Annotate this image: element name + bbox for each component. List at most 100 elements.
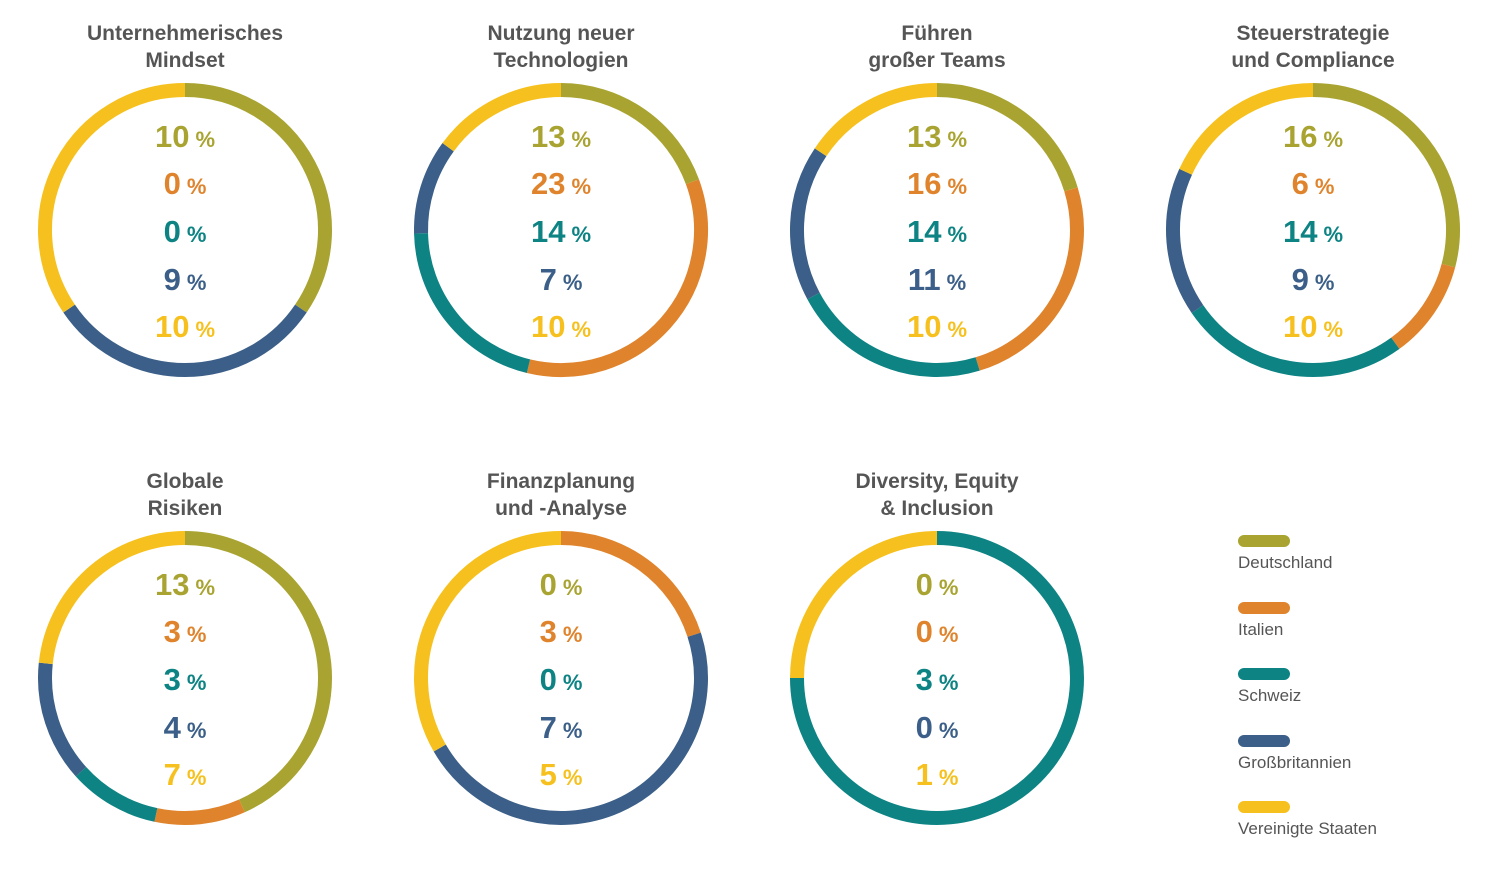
donut-chart: 13 %16 %14 %11 %10% [790, 83, 1084, 377]
data-label-unit: % [947, 127, 967, 152]
donut-chart: 0 %3 %0 %7 %5% [414, 531, 708, 825]
donut-panel-finanzplanung-und-analyse: Finanzplanung und -Analyse 0% 3% 0% 7% 5% [401, 448, 721, 858]
data-label-value: 1 [916, 757, 933, 792]
donut-segment-grossbritannien [63, 304, 307, 378]
donut-chart: 0 %0 %3 %0 %1% [790, 531, 1084, 825]
data-label-italien: 16% [907, 166, 967, 201]
donut-panel-nutzung-neuer-technologien: Nutzung neuer Technologien 13% 23% 14% 7% 10% [401, 0, 721, 410]
donut-segment-vereinigte-staaten [442, 83, 562, 152]
data-label-italien: 0% [916, 614, 959, 649]
data-label-value: 9 [1292, 262, 1309, 297]
chart-title: Führen großer Teams [777, 20, 1097, 74]
data-label-value: 3 [164, 662, 181, 697]
data-label-deutschland: 16% [1283, 119, 1343, 154]
data-label-unit: % [1323, 222, 1343, 247]
data-label-vereinigte-staaten: 10% [907, 309, 967, 344]
legend-swatch-italien [1238, 601, 1290, 614]
donut-segment-schweiz [790, 531, 1084, 825]
data-label-value: 0 [916, 710, 933, 745]
data-label-value: 16 [907, 166, 941, 201]
donut-segment-schweiz [414, 233, 531, 373]
chart-title: Globale Risiken [25, 468, 345, 522]
chart-title: Steuerstrategie und Compliance [1153, 20, 1473, 74]
data-label-vereinigte-staaten: 10% [155, 309, 215, 344]
chart-title-line: Mindset [145, 49, 225, 72]
data-label-value: 10 [155, 119, 189, 154]
donut-segment-grossbritannien [790, 148, 827, 300]
data-label-value: 0 [916, 567, 933, 602]
data-label-unit: % [187, 718, 207, 743]
data-label-unit: % [571, 174, 591, 199]
donut-panel-diversity-equity-inclusion: Diversity, Equity & Inclusion 0% 0% 3% 0% 1% [777, 448, 1097, 858]
data-label-unit: % [563, 575, 583, 600]
data-label-deutschland: 0% [540, 567, 583, 602]
data-label-value: 13 [907, 119, 941, 154]
data-label-deutschland: 13% [907, 119, 967, 154]
data-label-unit: % [947, 317, 967, 342]
data-label-value: 11 [908, 262, 941, 297]
data-label-unit: % [571, 317, 591, 342]
data-label-value: 14 [1283, 214, 1318, 249]
donut-segment-italien [975, 187, 1084, 371]
chart-title-line: Risiken [147, 497, 223, 520]
donut-segment-grossbritannien [433, 632, 708, 825]
donut-segment-schweiz [807, 292, 980, 377]
chart-title-line: Steuerstrategie [1236, 22, 1390, 45]
data-label-vereinigte-staaten: 7% [164, 757, 207, 792]
data-label-schweiz: 0% [540, 662, 583, 697]
data-label-unit: % [563, 670, 583, 695]
data-label-value: 6 [1292, 166, 1309, 201]
legend-item-deutschland: Deutschland [1238, 535, 1478, 602]
donut-segment-vereinigte-staaten [1179, 83, 1314, 175]
chart-title-line: und Compliance [1231, 49, 1395, 72]
donut-segment-deutschland [1312, 83, 1460, 268]
donut-segment-grossbritannien [1166, 168, 1204, 313]
legend-label: Deutschland [1238, 553, 1333, 572]
legend-swatch-grossbritannien [1238, 734, 1290, 747]
data-label-value: 23 [531, 166, 565, 201]
data-label-unit: % [947, 222, 967, 247]
chart-title: Finanzplanung und -Analyse [401, 468, 721, 522]
chart-title-line: Diversity, Equity [855, 470, 1019, 493]
donut-segment-deutschland [560, 83, 700, 185]
data-label-unit: % [563, 622, 583, 647]
legend-label: Großbritannien [1238, 752, 1352, 772]
data-label-unit: % [187, 670, 207, 695]
donut-panel-unternehmerisches-mindset: Unternehmerisches Mindset 10% 0% 0% 9% 10% [25, 0, 345, 410]
donut-segment-deutschland [184, 83, 332, 313]
data-label-unit: % [939, 670, 959, 695]
data-label-grossbritannien: 0% [916, 710, 959, 745]
data-label-unit: % [1323, 317, 1343, 342]
data-label-schweiz: 0% [164, 214, 207, 249]
data-label-value: 3 [164, 614, 181, 649]
legend-swatch-deutschland [1238, 535, 1290, 547]
data-label-value: 0 [164, 214, 181, 249]
chart-title-line: Globale [146, 470, 224, 493]
data-label-unit: % [939, 718, 959, 743]
data-label-unit: % [187, 222, 207, 247]
data-label-unit: % [195, 317, 215, 342]
data-label-value: 13 [531, 119, 565, 154]
donut-segment-schweiz [75, 766, 158, 822]
data-label-value: 4 [164, 710, 182, 745]
chart-title-line: Führen [901, 22, 973, 45]
data-label-unit: % [1315, 174, 1335, 199]
data-label-value: 5 [540, 757, 557, 792]
data-label-vereinigte-staaten: 5% [540, 757, 583, 792]
data-label-value: 14 [531, 214, 566, 249]
data-label-grossbritannien: 9% [164, 262, 207, 297]
donut-segment-vereinigte-staaten [814, 83, 938, 157]
data-label-unit: % [563, 718, 583, 743]
legend-item-grossbritannien: Großbritannien [1238, 734, 1478, 802]
data-label-unit: % [947, 174, 967, 199]
data-label-unit: % [571, 127, 591, 152]
data-label-unit: % [195, 127, 215, 152]
data-label-value: 0 [540, 662, 557, 697]
data-label-grossbritannien: 9% [1292, 262, 1335, 297]
donut-segment-grossbritannien [414, 143, 454, 234]
donut-segment-grossbritannien [38, 662, 87, 777]
data-label-unit: % [195, 575, 215, 600]
data-label-grossbritannien: 11% [908, 262, 966, 297]
data-label-schweiz: 14% [907, 214, 967, 249]
data-label-vereinigte-staaten: 1% [916, 757, 959, 792]
